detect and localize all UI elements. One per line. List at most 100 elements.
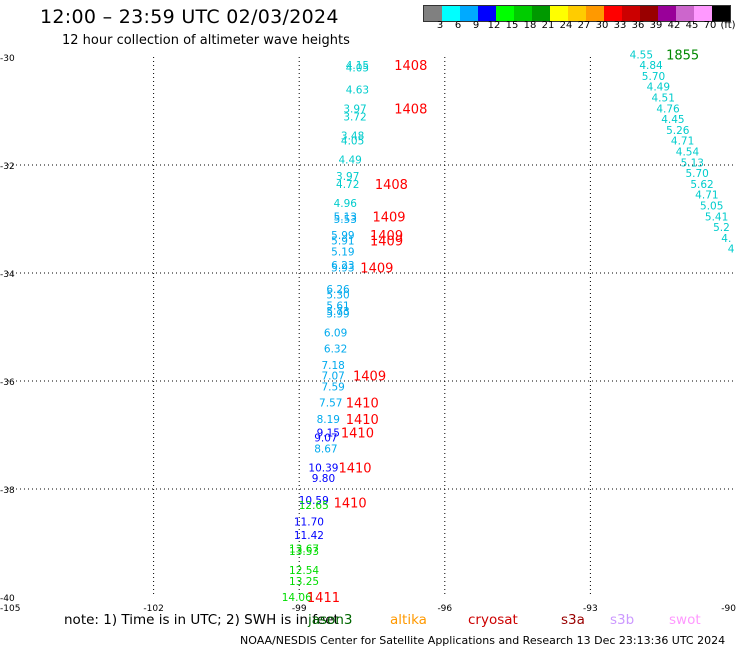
wave-height-value: 11.42	[294, 530, 324, 542]
legend-swatch	[676, 6, 694, 21]
longitude-label: -96	[437, 604, 452, 614]
legend-swatch	[640, 6, 658, 21]
legend-label: 21	[541, 20, 555, 31]
pass-time-label: 1408	[394, 59, 427, 74]
wave-height-value: 5.41	[705, 211, 728, 223]
pass-time-label: 1410	[346, 397, 379, 412]
wave-height-value: 4.15	[346, 60, 369, 72]
wave-height-value: 5.30	[326, 290, 349, 302]
wave-height-value: 5.26	[666, 125, 690, 137]
wave-height-value: 5.61	[326, 300, 349, 312]
legend-label: 70	[703, 20, 717, 31]
pass-time-label: 1408	[375, 178, 408, 193]
pass-time-label: 1411	[307, 591, 340, 606]
pass-time-label: 1410	[338, 461, 371, 476]
latitude-label: -30	[0, 54, 15, 64]
wave-height-value: 5.19	[331, 246, 354, 258]
legend-label: 39	[649, 20, 663, 31]
satellite-cryosat: cryosat	[468, 612, 518, 628]
wave-height-value: 4	[728, 244, 735, 256]
wave-height-value: 13.67	[289, 543, 319, 555]
longitude-label: -105	[0, 604, 20, 614]
legend-label: 15	[505, 20, 519, 31]
wave-height-value: 7.18	[321, 360, 344, 372]
wave-height-value: 6.26	[326, 284, 350, 296]
wave-height-value: 6.23	[331, 260, 354, 272]
pass-time-label: 1409	[372, 210, 405, 225]
wave-height-value: 4.84	[639, 60, 663, 72]
wave-height-value: 4.05	[341, 136, 364, 148]
wave-height-value: 5.05	[700, 201, 723, 213]
wave-height-value: 4.	[721, 233, 731, 245]
wave-height-value: 4.05	[346, 62, 369, 74]
wave-height-value: 5.2	[713, 222, 730, 234]
wave-height-value: 5.70	[685, 168, 708, 180]
legend-label: 27	[577, 20, 591, 31]
legend-label: 6	[454, 20, 462, 31]
latitude-label: -40	[0, 594, 15, 604]
satellite-jason3: jason3	[308, 612, 353, 628]
pass-time-label: 1409	[370, 235, 403, 250]
legend-swatch	[424, 6, 442, 21]
wave-height-value: 3.97	[336, 171, 359, 183]
legend-swatch	[658, 6, 676, 21]
wave-height-value: 10.59	[299, 495, 329, 507]
color-legend	[423, 5, 731, 22]
wave-height-value: 4.96	[334, 198, 358, 210]
wave-height-value: 4.71	[671, 136, 694, 148]
pass-time-label: 1409	[360, 262, 393, 277]
wave-height-value: 9.80	[312, 473, 335, 485]
pass-time-label: 1410	[334, 497, 367, 512]
wave-height-value: 12.65	[299, 500, 329, 512]
legend-label: 12	[487, 20, 501, 31]
page-title: 12:00 – 23:59 UTC 02/03/2024	[40, 6, 339, 28]
wave-height-value: 3.48	[341, 130, 364, 142]
pass-time-label: 1410	[346, 413, 379, 428]
wave-height-value: 5.99	[326, 309, 349, 321]
wave-height-value: 13.53	[289, 546, 319, 558]
legend-swatch	[604, 6, 622, 21]
wave-height-value: 5.13	[681, 157, 704, 169]
wave-height-value: 4.76	[656, 103, 680, 115]
legend-swatch	[532, 6, 550, 21]
latitude-label: -38	[0, 486, 15, 496]
latitude-label: -36	[0, 378, 15, 388]
wave-height-value: 10.39	[308, 462, 338, 474]
legend-label: 36	[631, 20, 645, 31]
wave-height-value: 7.07	[321, 371, 344, 383]
satellite-s3a: s3a	[561, 612, 585, 628]
legend-swatch	[514, 6, 532, 21]
wave-height-value: 5.13	[334, 211, 357, 223]
legend-swatch	[478, 6, 496, 21]
wave-height-value: 5.53	[334, 214, 357, 226]
longitude-label: -102	[143, 604, 163, 614]
wave-height-value: 7.57	[319, 398, 342, 410]
wave-height-value: 4.63	[346, 84, 369, 96]
legend-label: 30	[595, 20, 609, 31]
legend-swatch	[622, 6, 640, 21]
wave-height-value: 8.67	[314, 444, 337, 456]
legend-swatch	[442, 6, 460, 21]
legend-swatch	[568, 6, 586, 21]
wave-height-value: 5.91	[331, 236, 354, 248]
wave-height-value: 7.59	[321, 381, 344, 393]
wave-height-value: 8.19	[317, 414, 340, 426]
longitude-label: -90	[721, 604, 736, 614]
wave-height-value: 4.72	[336, 179, 359, 191]
legend-label: 9	[472, 20, 480, 31]
longitude-label: -99	[292, 604, 307, 614]
wave-height-value: 6.32	[324, 344, 347, 356]
legend-label: 18	[523, 20, 537, 31]
wave-height-value: 5.93	[331, 263, 354, 275]
wave-height-value: 9.15	[317, 427, 340, 439]
wave-height-value: 4.45	[661, 114, 684, 126]
pass-time-label: 1409	[370, 229, 403, 244]
wave-height-value: 3.72	[343, 111, 366, 123]
legend-swatch	[694, 6, 712, 21]
legend-label: 24	[559, 20, 573, 31]
legend-label: (ft)	[720, 20, 736, 31]
legend-swatch	[550, 6, 568, 21]
satellite-s3b: s3b	[610, 612, 635, 628]
